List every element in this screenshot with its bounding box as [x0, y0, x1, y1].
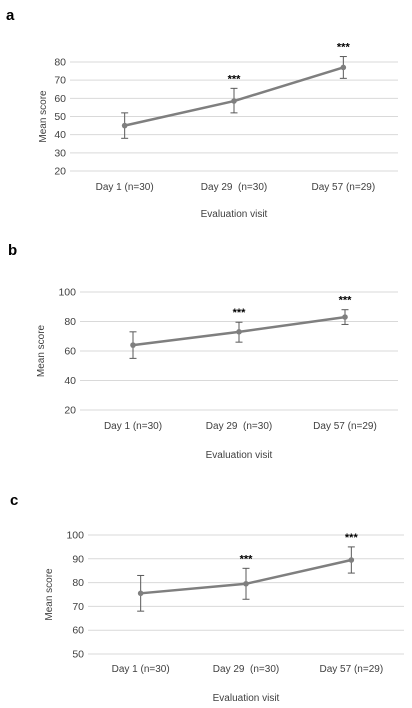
significance-label: ***	[345, 532, 359, 544]
x-tick-label: Day 57 (n=29)	[313, 421, 377, 432]
panel-letter: a	[6, 7, 15, 24]
y-tick-label: 60	[72, 625, 84, 637]
significance-label: ***	[337, 42, 351, 54]
significance-label: ***	[228, 73, 242, 85]
y-tick-label: 100	[58, 287, 76, 299]
x-tick-label: Day 1 (n=30)	[112, 664, 170, 675]
y-tick-label: 80	[54, 57, 66, 69]
y-axis-label: Mean score	[44, 568, 55, 621]
x-axis-label: Evaluation visit	[213, 693, 280, 704]
data-point	[231, 98, 237, 104]
chart-panel-c: c 50 60 70 80 90 100 Day 1 (n=30) Day 29 (n=30) D…	[10, 492, 404, 704]
data-point	[348, 557, 355, 563]
x-tick-label: Day 57 (n=29)	[312, 182, 376, 193]
data-point	[130, 342, 136, 348]
y-tick-label: 40	[64, 375, 76, 387]
significance-label: ***	[339, 295, 353, 307]
significance-label: ***	[233, 307, 247, 319]
x-axis-label: Evaluation visit	[206, 450, 273, 461]
significance-label: ***	[240, 553, 254, 565]
y-tick-label: 20	[54, 166, 66, 178]
x-tick-label: Day 29 (n=30)	[206, 421, 272, 432]
y-tick-label: 50	[54, 111, 66, 123]
x-tick-label: Day 57 (n=29)	[320, 664, 384, 675]
y-tick-label: 50	[72, 649, 84, 661]
y-tick-label: 80	[64, 316, 76, 328]
y-tick-label: 80	[72, 577, 84, 589]
panel-letter: b	[8, 242, 17, 259]
y-tick-label: 100	[66, 530, 84, 542]
x-axis-label: Evaluation visit	[201, 209, 268, 220]
y-tick-label: 70	[72, 601, 84, 613]
panel-letter: c	[10, 492, 18, 509]
data-point	[243, 580, 249, 587]
chart-panel-b: b 20 40 60 80 100 Day 1 (n=30) Day 29 (n=30) Day…	[8, 242, 398, 461]
y-axis-label: Mean score	[36, 324, 47, 377]
x-tick-label: Day 1 (n=30)	[96, 182, 154, 193]
data-point	[342, 314, 348, 320]
data-point	[236, 329, 242, 335]
y-tick-label: 70	[54, 75, 66, 87]
y-tick-label: 60	[54, 93, 66, 105]
data-point	[121, 122, 128, 129]
data-point	[340, 64, 347, 71]
x-tick-label: Day 29 (n=30)	[213, 664, 279, 675]
chart-panel-a: a 20 30 40 50 60 70 80 Day 1 (n=30) Day 29 (n=30)…	[6, 7, 398, 220]
x-tick-label: Day 29 (n=30)	[201, 182, 267, 193]
y-tick-label: 90	[72, 553, 84, 565]
y-tick-label: 30	[54, 147, 66, 159]
x-tick-label: Day 1 (n=30)	[104, 421, 162, 432]
y-tick-label: 40	[54, 129, 66, 141]
y-tick-label: 60	[64, 346, 76, 358]
y-axis-label: Mean score	[38, 90, 49, 143]
y-tick-label: 20	[64, 405, 76, 417]
data-point	[137, 590, 144, 597]
